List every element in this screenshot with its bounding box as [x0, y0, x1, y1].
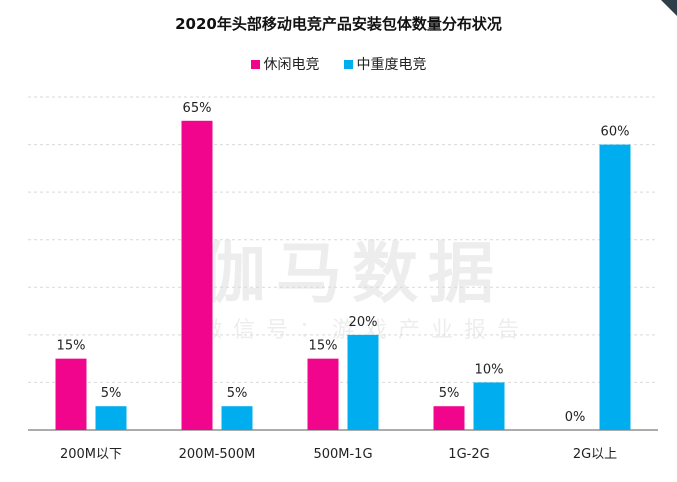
legend-label-midcore: 中重度电竞: [356, 57, 427, 73]
legend-label-casual: 休闲电竞: [263, 57, 320, 73]
data-label: 15%: [309, 339, 338, 354]
bar-casual: [181, 120, 213, 431]
data-label: 5%: [227, 386, 248, 401]
bar-midcore: [95, 406, 127, 430]
legend-item-midcore: 中重度电竞: [343, 54, 427, 74]
x-tick-label: 200M以下: [60, 447, 122, 462]
x-tick-label: 1G-2G: [448, 447, 489, 462]
data-label: 0%: [565, 410, 586, 425]
chart-title: 2020年头部移动电竞产品安装包体数量分布状况: [175, 15, 502, 33]
x-tick-label: 200M-500M: [179, 447, 256, 462]
bar-midcore: [473, 382, 505, 430]
data-label: 10%: [475, 362, 504, 377]
data-label: 60%: [601, 125, 630, 140]
bar-casual: [55, 358, 87, 430]
data-label: 15%: [57, 339, 86, 354]
data-label: 20%: [349, 315, 378, 330]
bar-casual: [307, 358, 339, 430]
x-tick-label: 500M-1G: [313, 447, 372, 462]
bar-casual: [433, 406, 465, 430]
data-label: 65%: [183, 101, 212, 116]
data-label: 5%: [101, 386, 122, 401]
corner-decoration: [661, 0, 677, 16]
chart-legend: 休闲电竞 中重度电竞: [0, 54, 677, 74]
bar-midcore: [221, 406, 253, 430]
legend-item-casual: 休闲电竞: [250, 54, 320, 74]
bar-midcore: [347, 334, 379, 430]
bar-midcore: [599, 144, 631, 431]
legend-swatch-midcore: [343, 59, 353, 69]
legend-swatch-casual: [250, 59, 260, 69]
data-label: 5%: [439, 386, 460, 401]
x-tick-label: 2G以上: [573, 447, 617, 462]
